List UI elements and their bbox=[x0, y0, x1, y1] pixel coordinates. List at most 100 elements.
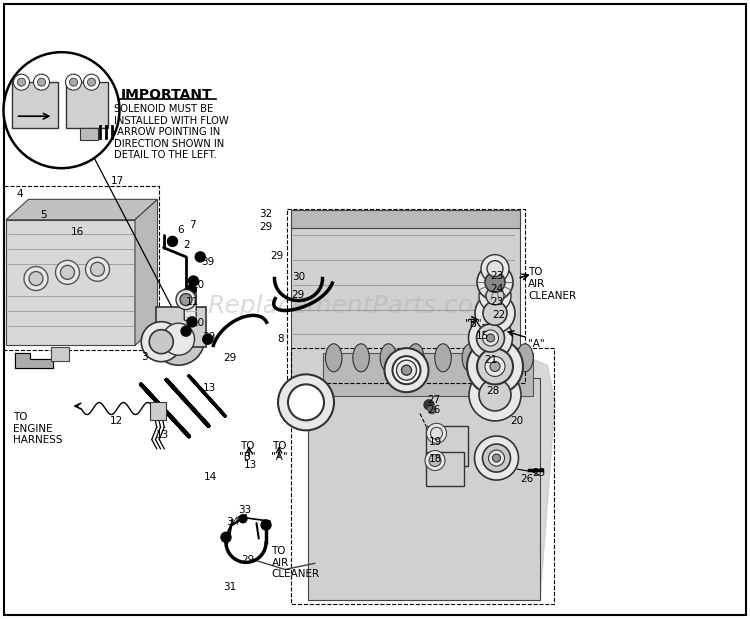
Ellipse shape bbox=[407, 344, 424, 372]
Text: 29: 29 bbox=[242, 555, 255, 565]
Bar bbox=[11, 82, 58, 128]
Circle shape bbox=[288, 384, 324, 420]
Text: 29: 29 bbox=[224, 353, 237, 363]
Bar bbox=[80, 128, 98, 140]
Text: 13: 13 bbox=[156, 430, 170, 440]
Ellipse shape bbox=[462, 344, 478, 372]
Text: 30: 30 bbox=[292, 272, 306, 282]
Text: 5: 5 bbox=[40, 210, 46, 220]
Circle shape bbox=[401, 365, 412, 375]
Circle shape bbox=[493, 454, 500, 462]
Circle shape bbox=[188, 276, 199, 286]
Circle shape bbox=[65, 74, 82, 90]
Circle shape bbox=[176, 290, 196, 310]
Circle shape bbox=[482, 330, 499, 346]
Text: 29: 29 bbox=[291, 290, 304, 300]
Text: 12: 12 bbox=[110, 416, 124, 426]
Circle shape bbox=[29, 272, 43, 285]
Circle shape bbox=[428, 406, 436, 413]
Text: IMPORTANT: IMPORTANT bbox=[121, 88, 212, 102]
Circle shape bbox=[397, 360, 416, 380]
Text: 16: 16 bbox=[70, 227, 84, 236]
Text: 7: 7 bbox=[189, 220, 196, 230]
Circle shape bbox=[477, 264, 513, 300]
Text: 24: 24 bbox=[490, 284, 504, 293]
Text: 22: 22 bbox=[492, 310, 506, 319]
Text: 23: 23 bbox=[490, 297, 504, 307]
Text: 25: 25 bbox=[532, 468, 546, 478]
Circle shape bbox=[485, 357, 505, 376]
Bar bbox=[150, 402, 166, 420]
Text: SOLENOID MUST BE
INSTALLED WITH FLOW
 ARROW POINTING IN
DIRECTION SHOWN IN
DETAI: SOLENOID MUST BE INSTALLED WITH FLOW ARR… bbox=[114, 104, 229, 160]
Bar bbox=[51, 347, 69, 361]
Text: 32: 32 bbox=[259, 209, 272, 219]
Circle shape bbox=[481, 254, 509, 283]
Circle shape bbox=[83, 74, 100, 90]
Text: 2: 2 bbox=[183, 240, 190, 250]
Text: 3: 3 bbox=[141, 352, 148, 361]
Circle shape bbox=[424, 400, 434, 410]
Text: 34: 34 bbox=[226, 517, 240, 527]
Text: 14: 14 bbox=[204, 472, 218, 482]
Bar bbox=[426, 452, 464, 486]
Text: 15: 15 bbox=[476, 331, 489, 340]
Circle shape bbox=[180, 293, 192, 306]
Circle shape bbox=[86, 258, 109, 281]
Text: 26: 26 bbox=[427, 405, 441, 415]
Polygon shape bbox=[322, 353, 532, 396]
Circle shape bbox=[475, 293, 515, 333]
Circle shape bbox=[181, 326, 191, 336]
Polygon shape bbox=[15, 353, 52, 368]
Text: 39: 39 bbox=[202, 332, 216, 342]
Text: 33: 33 bbox=[238, 505, 252, 515]
Bar bbox=[156, 307, 206, 347]
Circle shape bbox=[38, 78, 46, 86]
Circle shape bbox=[167, 236, 178, 246]
Text: 27: 27 bbox=[427, 395, 441, 405]
Bar bbox=[65, 82, 107, 128]
Text: 10: 10 bbox=[192, 318, 205, 328]
Text: 31: 31 bbox=[224, 582, 237, 592]
Text: 19: 19 bbox=[429, 437, 442, 447]
Text: TO
"A": TO "A" bbox=[271, 441, 287, 462]
Text: 13: 13 bbox=[244, 460, 257, 470]
Circle shape bbox=[392, 356, 421, 384]
Circle shape bbox=[163, 323, 194, 355]
Circle shape bbox=[13, 74, 29, 90]
Ellipse shape bbox=[380, 344, 397, 372]
Text: 17: 17 bbox=[111, 176, 125, 186]
Circle shape bbox=[483, 301, 507, 325]
Circle shape bbox=[278, 374, 334, 430]
Text: TO
AIR
CLEANER: TO AIR CLEANER bbox=[272, 546, 320, 579]
Bar bbox=[291, 212, 520, 379]
Text: "B"--: "B"-- bbox=[465, 319, 489, 329]
Circle shape bbox=[70, 78, 77, 86]
Text: 20: 20 bbox=[510, 416, 524, 426]
Polygon shape bbox=[6, 199, 158, 220]
Circle shape bbox=[141, 322, 182, 361]
Circle shape bbox=[4, 52, 119, 168]
Circle shape bbox=[34, 74, 50, 90]
Text: 8: 8 bbox=[278, 334, 284, 344]
Circle shape bbox=[469, 369, 521, 421]
Circle shape bbox=[429, 454, 441, 467]
Text: 29: 29 bbox=[259, 222, 272, 232]
Ellipse shape bbox=[326, 344, 342, 372]
Circle shape bbox=[239, 515, 247, 522]
Circle shape bbox=[467, 339, 523, 394]
Bar bbox=[308, 378, 540, 600]
Circle shape bbox=[485, 272, 505, 292]
Circle shape bbox=[186, 285, 196, 295]
Circle shape bbox=[261, 520, 271, 530]
Circle shape bbox=[202, 334, 213, 344]
Text: 18: 18 bbox=[429, 454, 442, 464]
Text: 26: 26 bbox=[520, 474, 534, 484]
Bar bbox=[426, 426, 468, 466]
Circle shape bbox=[476, 324, 505, 352]
Circle shape bbox=[475, 436, 518, 480]
Circle shape bbox=[56, 261, 80, 284]
Text: TO
ENGINE
HARNESS: TO ENGINE HARNESS bbox=[13, 412, 63, 446]
Circle shape bbox=[486, 287, 504, 305]
Circle shape bbox=[490, 361, 500, 371]
Circle shape bbox=[487, 261, 503, 277]
